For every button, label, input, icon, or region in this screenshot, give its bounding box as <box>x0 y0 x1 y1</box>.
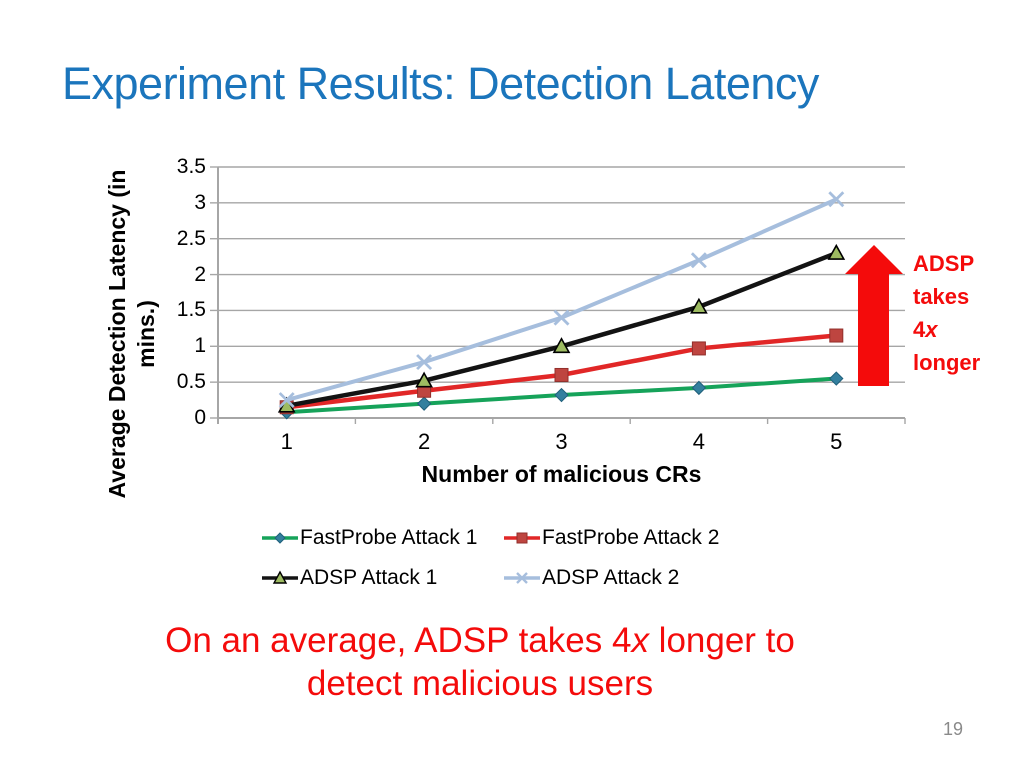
legend-item-fastprobe-attack-1: FastProbe Attack 1 <box>262 524 504 552</box>
x-tick-label: 1 <box>280 429 293 454</box>
page-number: 19 <box>942 719 964 739</box>
legend-label: FastProbe Attack 1 <box>300 526 478 549</box>
x-tick-label: 2 <box>417 429 431 454</box>
y-tick-label: 2.5 <box>176 226 206 250</box>
annotation-line: ADSP <box>913 251 975 276</box>
page-title: Experiment Results: Detection Latency <box>62 58 819 109</box>
series-adsp-attack-1 <box>277 243 846 413</box>
legend-item-fastprobe-attack-2: FastProbe Attack 2 <box>504 524 719 552</box>
x-tick-label: 5 <box>830 429 843 454</box>
triangle-marker-icon <box>262 570 298 584</box>
y-tick-label: 3 <box>194 190 206 214</box>
annotation-line: takes <box>913 284 970 309</box>
gridlines <box>210 166 906 424</box>
y-tick-label: 2 <box>194 262 206 286</box>
caption-line2: detect malicious users <box>306 664 654 703</box>
x-marker-icon <box>504 572 540 584</box>
diamond-marker-icon <box>262 532 298 544</box>
y-axis-title-line1: Average Detection Latency (in <box>104 169 130 499</box>
y-tick-label: 0 <box>194 406 206 429</box>
x-tick-label: 3 <box>555 429 568 454</box>
legend-label: ADSP Attack 2 <box>542 566 680 589</box>
y-tick-label: 0.5 <box>176 370 206 394</box>
arrow-annotation: ADSP takes 4x longer <box>913 247 980 379</box>
y-tick-label: 1.5 <box>176 298 206 322</box>
caption-line1: On an average, ADSP takes 4x longer to <box>165 621 795 660</box>
legend-label: FastProbe Attack 2 <box>542 526 720 549</box>
caption: On an average, ADSP takes 4x longer to d… <box>60 619 900 705</box>
annotation-line: 4x <box>913 317 938 342</box>
square-marker-icon <box>504 532 540 544</box>
y-tick-label: 1 <box>194 334 206 358</box>
y-tick-label: 3.5 <box>176 155 206 178</box>
legend-item-adsp-attack-1: ADSP Attack 1 <box>262 564 504 592</box>
legend-item-adsp-attack-2: ADSP Attack 2 <box>504 564 719 592</box>
x-tick-label: 4 <box>692 429 706 454</box>
up-arrow-icon <box>845 245 903 386</box>
series-adsp-attack-2 <box>278 191 845 409</box>
annotation-line: longer <box>913 350 981 375</box>
x-axis-title: Number of malicious CRs <box>421 461 702 487</box>
chart-legend: FastProbe Attack 1 FastProbe Attack 2 ADSP… <box>262 524 719 592</box>
legend-label: ADSP Attack 1 <box>300 566 438 589</box>
